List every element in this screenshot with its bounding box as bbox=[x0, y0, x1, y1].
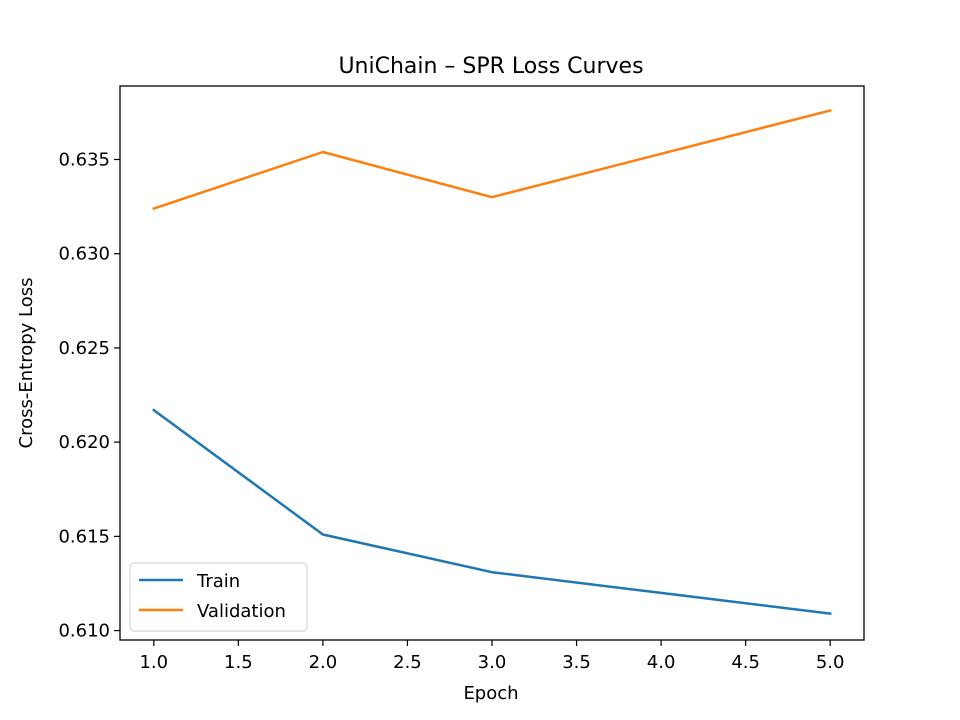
legend: Train Validation bbox=[129, 562, 308, 632]
x-tick-label: 2.5 bbox=[393, 652, 422, 673]
y-tick-label: 0.635 bbox=[58, 149, 110, 170]
x-tick-label: 1.5 bbox=[224, 652, 253, 673]
y-tick-label: 0.620 bbox=[58, 432, 110, 453]
x-tick-label: 5.0 bbox=[816, 652, 845, 673]
x-tick-label: 1.0 bbox=[139, 652, 168, 673]
y-tick-label: 0.630 bbox=[58, 244, 110, 265]
x-tick-label: 4.0 bbox=[647, 652, 676, 673]
x-axis-label: Epoch bbox=[463, 683, 518, 704]
chart-title: UniChain – SPR Loss Curves bbox=[338, 54, 643, 79]
y-tick-label: 0.625 bbox=[58, 338, 110, 359]
x-tick-label: 3.5 bbox=[562, 652, 591, 673]
legend-validation-label: Validation bbox=[197, 601, 286, 622]
series-line-train bbox=[152, 408, 832, 615]
x-tick-label: 4.5 bbox=[731, 652, 760, 673]
series-line-validation bbox=[152, 108, 832, 211]
x-axis: 1.0 1.5 2.0 2.5 3.0 3.5 4.0 4.5 5.0 bbox=[139, 640, 845, 673]
y-axis: 0.610 0.615 0.620 0.625 0.630 0.635 bbox=[58, 149, 120, 642]
x-tick-label: 2.0 bbox=[309, 652, 338, 673]
y-tick-label: 0.615 bbox=[58, 526, 110, 547]
legend-train-label: Train bbox=[196, 571, 240, 592]
y-axis-label: Cross-Entropy Loss bbox=[16, 278, 37, 449]
plot-lines bbox=[152, 108, 832, 615]
y-tick-label: 0.610 bbox=[58, 621, 110, 642]
plot-frame bbox=[119, 85, 865, 641]
x-tick-label: 3.0 bbox=[478, 652, 507, 673]
